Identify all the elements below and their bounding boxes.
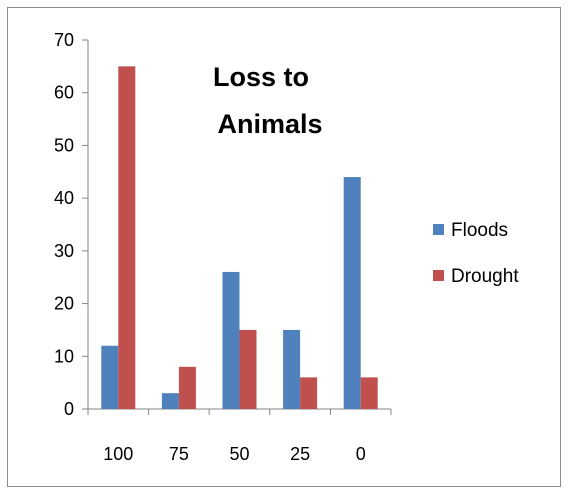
legend-label-floods: Floods [451, 220, 508, 241]
bar-floods-50 [222, 271, 240, 409]
y-tick-label: 30 [54, 241, 74, 261]
bar-drought-100 [118, 66, 136, 409]
bar-drought-0 [360, 377, 378, 409]
y-ticks: 0 10 20 30 40 50 60 70 [54, 30, 88, 419]
y-tick-label: 60 [54, 83, 74, 103]
chart-title-line-2: Animals [217, 109, 322, 139]
chart-title-line-1: Loss to [213, 62, 309, 92]
x-tick-label: 50 [229, 444, 249, 464]
x-tick-label: 0 [356, 444, 366, 464]
x-tick-label: 25 [290, 444, 310, 464]
bar-drought-50 [239, 329, 257, 409]
bar-floods-25 [283, 329, 301, 409]
y-tick-label: 70 [54, 30, 74, 50]
bar-floods-0 [343, 177, 361, 409]
x-tick-label: 100 [103, 444, 133, 464]
bars [101, 66, 378, 409]
x-ticks: 100 75 50 25 0 [87, 409, 392, 464]
chart-title: Loss to Animals [213, 62, 323, 139]
legend: Floods Drought [433, 220, 519, 287]
bar-drought-75 [178, 366, 196, 409]
y-tick-label: 50 [54, 135, 74, 155]
y-tick-label: 20 [54, 294, 74, 314]
y-tick-label: 10 [54, 346, 74, 366]
legend-swatch-floods [433, 224, 444, 235]
legend-label-drought: Drought [451, 266, 519, 287]
y-tick-label: 40 [54, 188, 74, 208]
x-tick-label: 75 [169, 444, 189, 464]
bar-floods-75 [161, 393, 179, 409]
bar-drought-25 [300, 377, 318, 409]
legend-swatch-drought [433, 270, 444, 281]
y-tick-label: 0 [64, 399, 74, 419]
bar-floods-100 [101, 345, 119, 409]
